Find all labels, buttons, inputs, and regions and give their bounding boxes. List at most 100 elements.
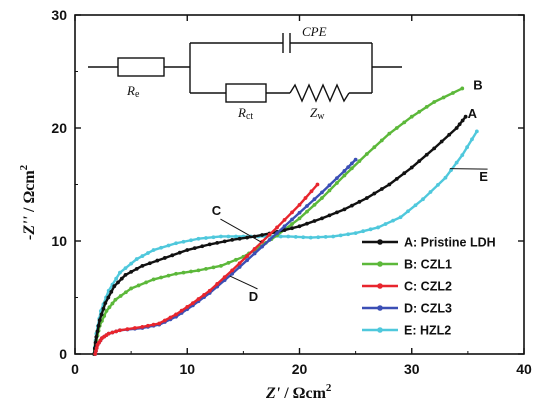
- data-point: [215, 240, 220, 245]
- data-point: [342, 169, 347, 173]
- data-point: [114, 329, 119, 334]
- data-point: [421, 197, 425, 202]
- y-axis-title: -Z'' / Ωcm2: [18, 164, 38, 240]
- data-point: [301, 235, 306, 240]
- data-point: [177, 250, 182, 255]
- data-point: [331, 234, 336, 239]
- data-point: [305, 204, 309, 208]
- data-point: [454, 126, 459, 130]
- data-point: [109, 289, 114, 294]
- data-point: [342, 173, 347, 178]
- annotation-d: D: [249, 289, 258, 304]
- data-point: [460, 153, 465, 158]
- data-point: [315, 182, 320, 187]
- data-point: [428, 190, 433, 194]
- data-point: [346, 165, 351, 170]
- data-point: [140, 324, 145, 329]
- x-tick-label: 40: [516, 361, 532, 377]
- data-point: [463, 114, 468, 119]
- data-point: [140, 263, 145, 268]
- data-point: [202, 292, 206, 297]
- data-point: [159, 245, 163, 250]
- data-point: [335, 181, 339, 185]
- data-point: [349, 166, 354, 171]
- data-point: [335, 176, 339, 180]
- x-tick-label: 20: [292, 361, 308, 377]
- data-point: [282, 228, 287, 232]
- data-point: [260, 233, 264, 237]
- data-point: [349, 161, 354, 166]
- y-tick-label: 20: [51, 120, 67, 136]
- data-point: [233, 234, 238, 239]
- data-point: [157, 321, 162, 326]
- data-point: [174, 241, 178, 246]
- legend-marker: [377, 327, 383, 333]
- data-point: [441, 95, 446, 100]
- data-point: [211, 235, 216, 240]
- data-point: [162, 318, 167, 323]
- annotation-c: C: [212, 203, 222, 218]
- y-tick-label: 10: [51, 233, 67, 249]
- data-point: [297, 224, 302, 229]
- axis-tick-labels: 0 10 20 30 40 0 10 20 30: [51, 7, 532, 377]
- data-point: [94, 346, 99, 350]
- data-point: [230, 237, 235, 242]
- data-point: [237, 265, 242, 269]
- data-point: [207, 242, 212, 247]
- data-point: [185, 305, 190, 309]
- data-point: [290, 210, 294, 215]
- data-point: [320, 216, 324, 221]
- data-point: [230, 268, 235, 273]
- data-point: [129, 269, 134, 274]
- rct-label: Rct: [237, 105, 253, 122]
- data-point: [327, 183, 332, 188]
- data-point: [132, 326, 137, 330]
- data-point: [406, 209, 410, 214]
- legend-marker: [377, 305, 383, 311]
- data-point: [245, 235, 250, 240]
- data-point: [146, 251, 150, 255]
- data-point: [451, 91, 455, 95]
- data-point: [402, 171, 407, 176]
- annotation-leader: [220, 218, 262, 243]
- data-point: [316, 235, 321, 240]
- data-point: [129, 286, 134, 291]
- data-point: [320, 190, 324, 195]
- data-point: [349, 203, 354, 208]
- data-point: [439, 139, 444, 144]
- legend-label: D: CZL3: [404, 302, 452, 316]
- data-point: [189, 269, 193, 274]
- data-point: [320, 196, 324, 200]
- annotation-layer: C D E AB: [212, 78, 489, 304]
- re-label: Re: [126, 83, 140, 100]
- annotation-b: B: [473, 78, 482, 93]
- data-point: [297, 202, 302, 207]
- data-point: [233, 257, 238, 262]
- data-point: [204, 236, 208, 240]
- legend-marker: [377, 261, 383, 267]
- data-point: [140, 254, 145, 258]
- data-point: [417, 159, 422, 164]
- data-point: [174, 271, 178, 276]
- data-point: [99, 312, 104, 317]
- data-point: [275, 225, 279, 230]
- data-point: [215, 282, 220, 286]
- data-point: [338, 233, 343, 238]
- data-point: [290, 226, 294, 231]
- data-point: [282, 218, 287, 222]
- data-point: [151, 277, 156, 282]
- data-point: [297, 210, 302, 215]
- data-point: [237, 261, 242, 266]
- data-point: [151, 322, 156, 327]
- data-point: [151, 248, 156, 252]
- data-point: [134, 257, 139, 261]
- legend-marker: [377, 239, 383, 245]
- data-point: [200, 244, 205, 249]
- data-point: [387, 131, 392, 136]
- series-layer: [92, 86, 479, 356]
- data-point: [144, 280, 148, 285]
- data-point: [327, 188, 332, 193]
- data-point: [372, 191, 377, 196]
- data-point: [424, 105, 429, 109]
- data-point: [112, 284, 117, 289]
